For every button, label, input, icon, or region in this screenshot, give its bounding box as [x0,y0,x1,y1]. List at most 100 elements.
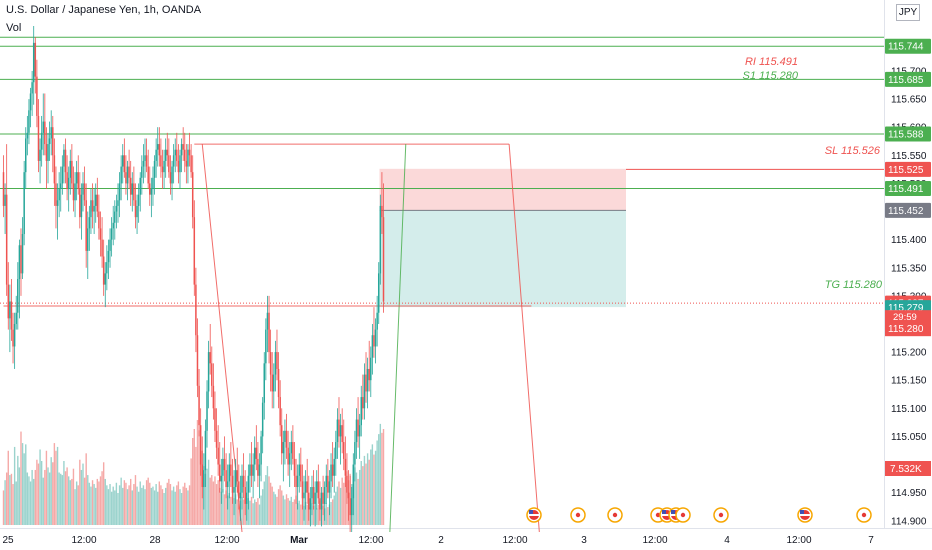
volume-bar [282,495,285,525]
level-price-tag[interactable] [885,38,931,54]
volume-bar [104,478,106,525]
volume-bar [75,481,78,525]
volume-bar [382,429,385,525]
candle-body [50,127,52,139]
candle-body [58,189,60,201]
volume-bar [139,481,141,525]
candle-body [308,492,310,510]
volume-bar [95,487,97,525]
candle-body [250,464,253,476]
volume-bar [123,480,126,525]
volume-bar [155,484,157,525]
candle-body [28,110,30,133]
candle-body [91,200,94,212]
volume-bar [110,491,113,525]
candle-body [382,217,385,302]
candle-body [61,166,64,184]
trend-line[interactable] [508,144,540,533]
candle-body [236,470,238,482]
price-tag-label: 115.452 [888,206,924,217]
candle-body [218,464,221,482]
volume-bar [214,476,216,525]
stop-loss-zone[interactable] [379,168,626,211]
volume-bar [101,471,103,525]
candle-body [31,82,33,94]
volume-bar [268,476,270,525]
annotation-resistance: RI 115.491 [745,56,798,68]
candle-body [149,183,151,195]
candle-body [292,442,294,459]
volume-bar [379,423,382,525]
candle-body [40,132,43,150]
volume-bar [211,475,213,525]
volume-bar [362,466,364,525]
candle-body [234,470,237,488]
candle-body [12,329,14,347]
volume-tag[interactable] [885,461,931,476]
candle-body [203,470,205,488]
candle-body [350,498,353,516]
volume-bar [354,467,356,525]
candle-body [244,487,246,504]
level-price-tag-label: 115.588 [888,129,924,140]
volume-bar [171,490,173,525]
time-tick-label: 12:00 [214,535,239,546]
volume-bar [44,469,46,525]
volume-bar [72,468,75,525]
take-profit-zone[interactable] [379,210,626,308]
candle-body [156,144,159,150]
candle-body [69,160,72,178]
level-price-tag[interactable] [885,180,931,196]
candle-body [25,138,27,173]
symbol-title[interactable]: U.S. Dollar / Japanese Yen, 1h, OANDA [6,4,202,16]
volume-bar [368,459,370,525]
event-dot-icon-center [655,512,661,518]
candle-body [349,498,351,516]
candle-body [37,115,40,161]
candle-body [209,352,211,364]
candle-body [266,312,269,330]
volume-bar [71,478,73,525]
candle-body [118,183,121,201]
candle-body [87,228,89,251]
trend-line[interactable] [389,144,407,533]
candle-body [314,492,316,504]
volume-bar [261,489,264,525]
volume-bar [325,503,327,525]
price-tag[interactable] [885,202,931,218]
countdown-tag[interactable] [885,310,931,337]
level-price-tag[interactable] [885,71,931,87]
time-tick-label: 28 [149,535,161,546]
candle-body [163,160,165,173]
candle-body [52,127,54,156]
candle-body [2,172,5,206]
candle-body [184,149,186,161]
volume-bar [295,495,297,525]
candle-body [258,464,261,476]
volume-bar [109,484,111,525]
candle-body [98,211,100,229]
level-price-tag[interactable] [885,126,931,142]
candle-body [285,430,288,448]
currency-selector[interactable]: JPY [896,4,920,21]
candle-body [152,177,154,190]
us-flag-icon-stripe [800,514,810,516]
volume-label[interactable]: Vol [6,22,22,34]
time-tick-label: 12:00 [642,535,667,546]
volume-bar [107,489,110,525]
candle-body [77,172,79,190]
candle-body [122,155,124,167]
volume-bar [300,504,302,525]
volume-bar [180,493,183,525]
candle-body [182,144,184,150]
volume-bar [126,489,129,525]
candle-body [315,481,318,493]
volume-bar [20,431,22,525]
volume-bar [133,484,135,525]
level-price-tag[interactable] [885,161,931,177]
candle-body [215,430,218,448]
us-flag-icon-canton [529,510,533,514]
volume-bar [217,480,219,525]
volume-bar [74,489,76,525]
